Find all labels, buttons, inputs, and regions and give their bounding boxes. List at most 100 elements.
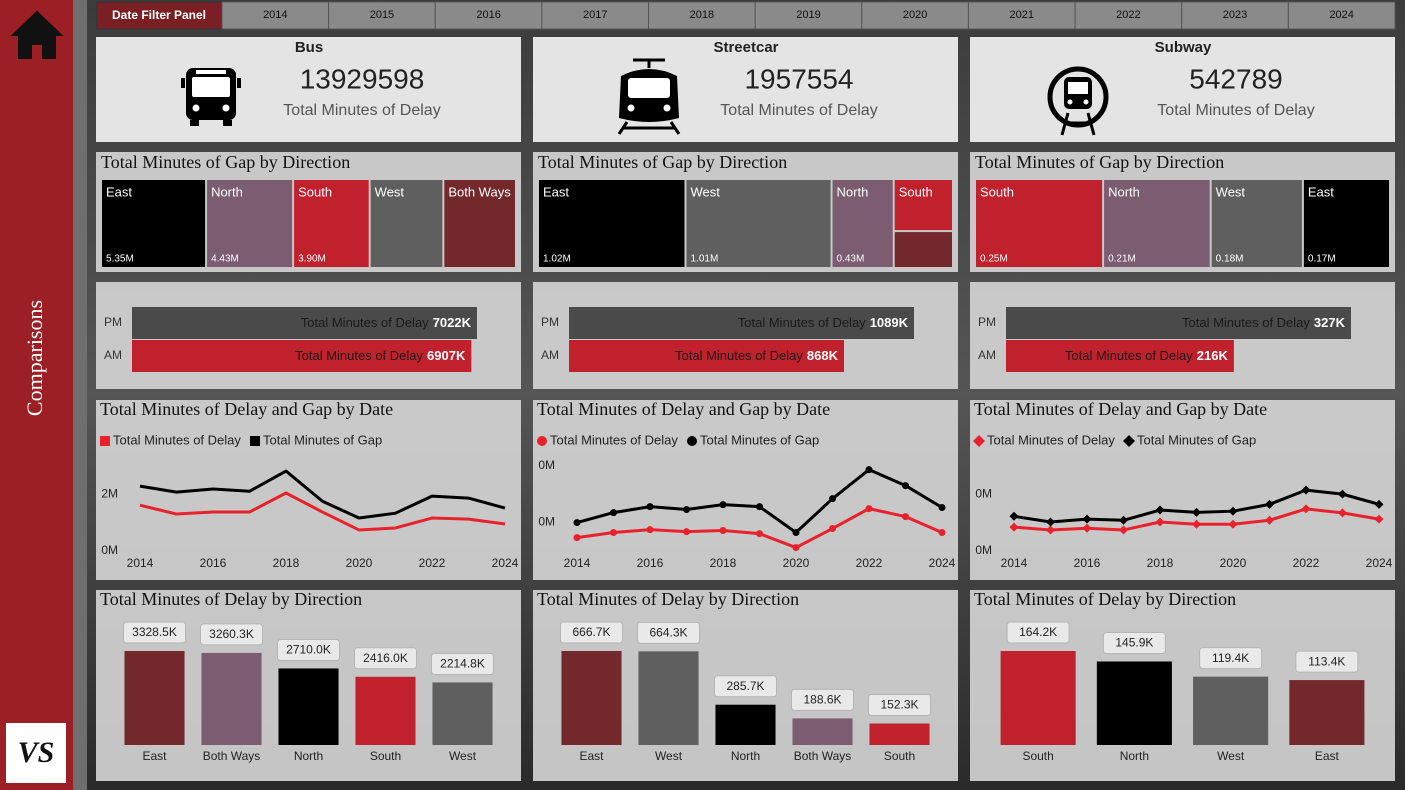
treemap-value-label: 0.25M	[980, 254, 1008, 265]
treemap-cell	[294, 180, 369, 267]
home-button[interactable]	[10, 10, 64, 59]
x-tick-label: 2018	[710, 556, 737, 570]
year-button-label: 2022	[1116, 9, 1140, 21]
bar-value-label: 1089K	[870, 315, 909, 330]
year-button[interactable]	[1074, 1, 1183, 30]
bar	[432, 682, 493, 745]
x-tick-label: 2014	[127, 556, 154, 570]
year-button[interactable]	[861, 1, 969, 30]
subway-icon	[1047, 66, 1109, 136]
year-button[interactable]	[1287, 1, 1396, 30]
point	[1119, 515, 1128, 525]
point	[756, 530, 763, 538]
bar	[561, 651, 622, 745]
x-tick-label: South	[370, 749, 401, 763]
bar	[132, 340, 472, 372]
treemap-cell	[207, 180, 293, 267]
bar	[1006, 340, 1234, 372]
year-button[interactable]	[221, 1, 330, 30]
year-button-label: 2014	[263, 9, 287, 21]
category-label: PM	[541, 315, 559, 329]
filter-panel-button[interactable]	[96, 1, 223, 30]
treemap-label: South	[298, 184, 332, 199]
year-button[interactable]	[328, 1, 436, 30]
home-icon[interactable]	[10, 10, 64, 59]
treemap-cell	[539, 180, 685, 267]
x-tick-label: South	[884, 749, 915, 763]
value-label-box	[200, 623, 263, 646]
treemap-value-label: 1.02M	[543, 254, 571, 265]
x-tick-label: East	[1315, 749, 1340, 763]
chart-title: Total Minutes of Delay and Gap by Date	[537, 399, 830, 419]
point	[719, 501, 727, 509]
year-button[interactable]	[1181, 1, 1289, 30]
bar-value-label: 327K	[1314, 315, 1346, 330]
point	[646, 503, 654, 511]
point	[902, 482, 909, 490]
x-tick-label: 2020	[1220, 556, 1247, 570]
point	[610, 509, 617, 517]
point	[1374, 514, 1384, 524]
year-button-label: 2024	[1329, 9, 1353, 21]
value-label-box	[868, 694, 931, 717]
x-tick-label: East	[579, 749, 604, 763]
bar-value-label: 666.7K	[572, 625, 610, 639]
legend-label: Total Minutes of Delay	[987, 432, 1115, 447]
card-title: Bus	[295, 39, 323, 56]
treemap-cell	[1104, 180, 1210, 267]
x-tick-label: 2024	[1366, 556, 1393, 570]
year-button[interactable]	[967, 1, 1076, 30]
point	[683, 505, 690, 513]
chart-title: Total Minutes of Delay and Gap by Date	[100, 399, 393, 419]
bar-value-label: 216K	[1197, 348, 1229, 363]
treemap-label: West	[1216, 184, 1246, 199]
bar-value-label: 152.3K	[880, 698, 918, 712]
point	[1301, 485, 1311, 495]
x-tick-label: East	[142, 749, 167, 763]
legend-label: Total Minutes of Delay	[113, 432, 241, 447]
bar-label-name: Total Minutes of Delay	[1065, 348, 1193, 363]
bar	[355, 676, 416, 745]
treemap-value-label: 0.18M	[1216, 254, 1244, 265]
x-tick-label: 2020	[346, 556, 373, 570]
x-tick-label: 2016	[200, 556, 227, 570]
bar	[1289, 680, 1365, 745]
value-label-box	[1295, 650, 1359, 673]
legend-marker	[687, 436, 697, 446]
logo: VS	[18, 736, 55, 769]
card-title: Streetcar	[713, 39, 778, 56]
treemap-label: East	[1308, 184, 1334, 199]
chart-title: Total Minutes of Gap by Direction	[975, 152, 1224, 172]
point	[829, 495, 836, 503]
y-tick-label: 0M	[975, 486, 992, 500]
treemap-label: West	[690, 184, 720, 199]
treemap-cell	[686, 180, 831, 267]
x-tick-label: 2014	[1001, 556, 1028, 570]
point	[1082, 514, 1092, 524]
streetcar-icon	[617, 58, 681, 135]
treemap-cell	[894, 180, 952, 231]
card-icons	[181, 58, 1109, 136]
point	[1192, 519, 1201, 529]
sidebar-title: Comparisons	[22, 300, 47, 416]
value-label-box	[1102, 631, 1166, 654]
filter-panel: Date Filter Panel	[96, 1, 223, 30]
x-tick-label: 2016	[637, 556, 664, 570]
treemap-label: East	[543, 184, 569, 199]
x-tick-label: Both Ways	[203, 749, 261, 763]
value-label-box	[560, 621, 623, 644]
bar-value-label: 2214.8K	[440, 657, 485, 671]
chart-title: Total Minutes of Gap by Direction	[101, 152, 350, 172]
point	[573, 534, 581, 542]
year-button[interactable]	[754, 1, 863, 30]
value-label-box	[123, 621, 186, 644]
bar-label-name: Total Minutes of Delay	[301, 315, 429, 330]
year-button-label: 2015	[370, 9, 394, 21]
point	[1301, 504, 1311, 514]
bar-value-label: 188.6K	[803, 693, 841, 707]
point	[1228, 519, 1238, 529]
legend-label: Total Minutes of Gap	[1137, 432, 1256, 447]
point	[756, 503, 763, 511]
